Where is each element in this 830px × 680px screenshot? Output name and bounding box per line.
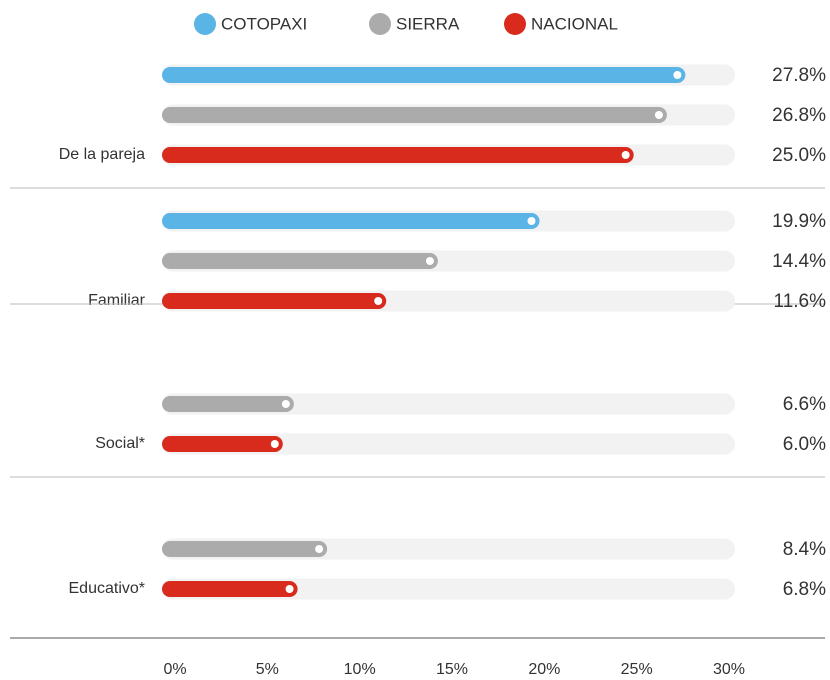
bar-end-dot	[374, 297, 383, 305]
bar	[162, 67, 686, 83]
x-tick-label: 30%	[713, 661, 745, 678]
bar	[162, 396, 294, 412]
value-label: 25.0%	[772, 145, 826, 166]
x-tick-label: 20%	[528, 661, 560, 678]
bar-track	[162, 393, 735, 415]
bar	[162, 213, 540, 229]
legend-swatch	[369, 13, 391, 35]
bar-end-dot	[425, 257, 434, 265]
bar-end-dot	[270, 440, 279, 448]
category-label: Educativo*	[69, 580, 146, 597]
value-label: 6.8%	[783, 579, 826, 600]
legend-label: SIERRA	[396, 14, 460, 33]
x-tick-label: 15%	[436, 661, 468, 678]
bar-end-dot	[673, 71, 682, 79]
x-tick-label: 10%	[344, 661, 376, 678]
x-tick-label: 5%	[256, 661, 279, 678]
value-label: 6.0%	[783, 434, 826, 455]
value-label: 8.4%	[783, 539, 826, 560]
bar-end-dot	[281, 400, 290, 408]
value-label: 6.6%	[783, 394, 826, 415]
bar	[162, 581, 298, 597]
x-tick-label: 0%	[163, 661, 186, 678]
legend-swatch	[504, 13, 526, 35]
value-label: 26.8%	[772, 105, 826, 126]
bar-end-dot	[315, 545, 324, 553]
bar	[162, 541, 328, 557]
value-label: 27.8%	[772, 65, 826, 86]
category-label: Familiar	[88, 292, 146, 309]
value-label: 19.9%	[772, 211, 826, 232]
bar	[162, 293, 387, 309]
value-label: 11.6%	[774, 291, 827, 312]
category-label: De la pareja	[59, 146, 145, 163]
bar-end-dot	[621, 151, 630, 159]
legend-swatch	[194, 13, 216, 35]
bar-end-dot	[285, 585, 294, 593]
bar-track	[162, 433, 735, 455]
x-tick-label: 25%	[621, 661, 653, 678]
category-label: Social*	[95, 435, 145, 452]
bar	[162, 436, 283, 452]
bar	[162, 147, 634, 163]
bar-end-dot	[527, 217, 536, 225]
bar	[162, 253, 438, 269]
bar	[162, 107, 667, 123]
bar-end-dot	[654, 111, 663, 119]
bar-track	[162, 578, 735, 600]
legend-label: COTOPAXI	[221, 14, 307, 33]
value-label: 14.4%	[772, 251, 826, 272]
legend-label: NACIONAL	[531, 14, 618, 33]
